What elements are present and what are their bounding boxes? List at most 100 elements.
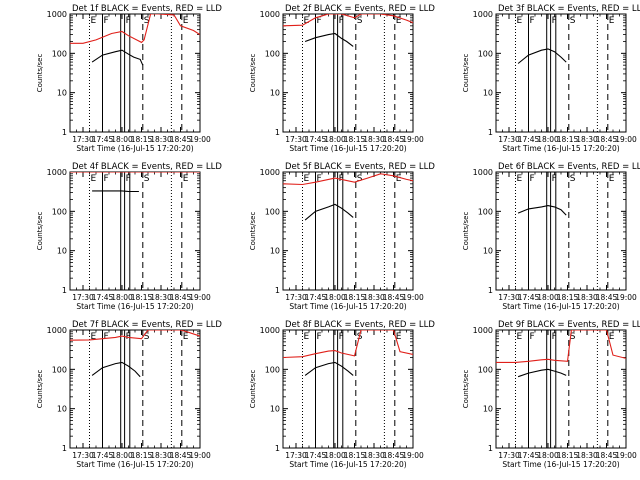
event-marker-label: F: [317, 332, 322, 342]
event-marker-label: F: [104, 16, 109, 26]
series-line-lld: [283, 14, 413, 27]
y-axis-label: Counts/sec: [36, 54, 44, 93]
x-tick-label: 17:30: [72, 451, 94, 460]
x-tick-label: 18:00: [111, 135, 133, 144]
event-marker-label: E: [183, 16, 189, 26]
y-tick-label: 1000: [473, 10, 493, 19]
y-tick-label: 10: [270, 247, 280, 256]
y-tick-label: 100: [265, 49, 280, 58]
x-tick-label: 18:30: [150, 293, 172, 302]
x-tick-label: 18:45: [383, 135, 405, 144]
event-marker-label: E: [396, 16, 402, 26]
x-axis-label: Start Time (16-Jul-15 17:20:20): [502, 144, 619, 153]
y-tick-label: 1000: [473, 326, 493, 335]
x-tick-label: 18:30: [150, 451, 172, 460]
x-tick-label: 18:15: [131, 293, 153, 302]
event-marker-label: F: [552, 174, 557, 184]
x-tick-label: 18:15: [344, 293, 366, 302]
y-tick-label: 1000: [473, 168, 493, 177]
x-tick-label: 18:45: [383, 451, 405, 460]
y-axis-label: Counts/sec: [462, 370, 470, 409]
plot-frame: [282, 171, 414, 291]
event-marker-label: S: [570, 332, 576, 342]
x-tick-label: 17:45: [518, 293, 540, 302]
series-line-events: [92, 190, 139, 193]
series-line-lld: [283, 330, 413, 359]
y-tick-label: 1: [275, 128, 280, 137]
x-tick-label: 18:45: [170, 451, 192, 460]
x-tick-label: 19:00: [189, 451, 211, 460]
event-marker-label: F: [104, 332, 109, 342]
series-group: [70, 172, 200, 193]
y-axis-label: Counts/sec: [249, 54, 257, 93]
event-marker-label: E: [517, 16, 523, 26]
detector-panel-2: Det 2f BLACK = Events, RED = LLD Counts/s…: [249, 4, 435, 153]
x-tick-label: 19:00: [189, 135, 211, 144]
y-tick-label: 10: [57, 89, 67, 98]
x-tick-label: 18:45: [383, 293, 405, 302]
detector-panel-4: Det 4f BLACK = Events, RED = LLD Counts/s…: [36, 162, 222, 311]
y-axis-label: Counts/sec: [462, 54, 470, 93]
x-tick-label: 17:45: [92, 135, 114, 144]
detector-panel-5: Det 5f BLACK = Events, RED = LLD Counts/s…: [249, 162, 435, 311]
x-tick-label: 18:30: [150, 135, 172, 144]
panel-title: Det 4f BLACK = Events, RED = LLD: [72, 162, 222, 172]
series-group: [283, 173, 413, 221]
y-tick-label: 100: [52, 365, 67, 374]
y-tick-label: 1: [62, 286, 67, 295]
series-group: [283, 330, 413, 376]
y-tick-label: 1: [62, 128, 67, 137]
x-axis-label: Start Time (16-Jul-15 17:20:20): [289, 144, 406, 153]
x-tick-label: 17:45: [92, 451, 114, 460]
plot-frame: [69, 329, 201, 449]
event-marker-label: E: [304, 174, 310, 184]
series-group: [517, 205, 567, 216]
x-tick-label: 18:30: [576, 293, 598, 302]
event-marker-label: F: [317, 16, 322, 26]
y-tick-label: 100: [478, 365, 493, 374]
plot-frame: [282, 329, 414, 449]
detector-panel-3: Det 3f BLACK = Events, RED = LLD Counts/s…: [462, 4, 640, 153]
x-tick-label: 19:00: [402, 135, 424, 144]
plot-frame: [69, 171, 201, 291]
x-tick-label: 18:15: [344, 135, 366, 144]
x-tick-label: 18:15: [344, 451, 366, 460]
y-axis-label: Counts/sec: [249, 370, 257, 409]
panel-title: Det 8f BLACK = Events, RED = LLD: [285, 320, 435, 330]
x-tick-label: 17:30: [285, 451, 307, 460]
panel-title: Det 1f BLACK = Events, RED = LLD: [72, 4, 222, 14]
event-marker-label: E: [91, 174, 97, 184]
event-marker-label: E: [609, 16, 615, 26]
x-tick-label: 18:00: [537, 451, 559, 460]
x-tick-label: 17:45: [305, 135, 327, 144]
detector-panel-1: Det 1f BLACK = Events, RED = LLD Counts/s…: [36, 4, 222, 153]
y-tick-label: 100: [265, 207, 280, 216]
x-tick-label: 18:30: [576, 451, 598, 460]
event-marker-label: E: [517, 174, 523, 184]
x-tick-label: 17:45: [305, 293, 327, 302]
series-line-events: [304, 203, 354, 221]
series-line-events: [517, 48, 567, 64]
x-tick-label: 18:30: [363, 293, 385, 302]
event-marker-label: E: [517, 332, 523, 342]
series-group: [70, 14, 200, 66]
x-tick-label: 18:15: [131, 135, 153, 144]
y-tick-label: 1: [488, 286, 493, 295]
plot-frame: [282, 13, 414, 133]
event-marker-label: S: [144, 174, 150, 184]
y-tick-label: 1000: [260, 168, 280, 177]
event-marker-label: E: [183, 332, 189, 342]
y-tick-label: 100: [52, 207, 67, 216]
x-tick-label: 19:00: [402, 293, 424, 302]
y-tick-label: 10: [57, 405, 67, 414]
x-tick-label: 18:15: [557, 135, 579, 144]
x-axis-label: Start Time (16-Jul-15 17:20:20): [502, 302, 619, 311]
event-marker-label: F: [530, 16, 535, 26]
y-tick-label: 1000: [260, 326, 280, 335]
series-line-lld: [496, 330, 626, 363]
y-tick-label: 10: [270, 405, 280, 414]
series-line-events: [91, 49, 144, 66]
y-axis-label: Counts/sec: [36, 212, 44, 251]
y-tick-label: 100: [478, 49, 493, 58]
event-marker-label: E: [91, 16, 97, 26]
